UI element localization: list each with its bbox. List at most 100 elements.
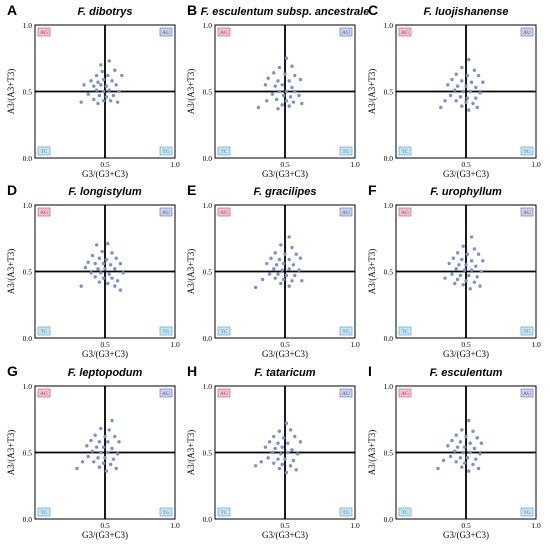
data-point bbox=[97, 280, 102, 284]
y-tick-label: 0.5 bbox=[384, 268, 394, 277]
data-point bbox=[281, 93, 286, 98]
data-point bbox=[99, 450, 103, 455]
quadrant-label-au: AU bbox=[520, 207, 534, 217]
data-point bbox=[273, 251, 277, 255]
data-point bbox=[287, 235, 291, 239]
data-point bbox=[101, 99, 106, 103]
y-tick-label: 0.5 bbox=[23, 449, 33, 458]
data-point bbox=[439, 105, 443, 110]
data-point bbox=[260, 277, 265, 282]
data-point bbox=[286, 450, 290, 455]
data-point bbox=[469, 80, 474, 84]
y-tick-label: 0.5 bbox=[23, 268, 33, 277]
data-point bbox=[471, 101, 475, 106]
data-point bbox=[474, 96, 478, 100]
quadrant-label-tc: TC bbox=[37, 326, 51, 336]
data-point bbox=[464, 434, 468, 439]
quadrant-label-box bbox=[339, 388, 353, 398]
data-point bbox=[90, 449, 95, 453]
data-point bbox=[107, 88, 111, 92]
quadrant-label-ag: AG bbox=[37, 388, 51, 398]
data-point bbox=[436, 466, 440, 471]
data-point bbox=[443, 99, 447, 103]
data-point bbox=[270, 450, 275, 455]
quadrant-label-box bbox=[520, 388, 534, 398]
quadrant-label-ag: AG bbox=[37, 207, 51, 217]
data-point bbox=[300, 101, 304, 106]
data-point bbox=[458, 273, 463, 278]
data-point bbox=[455, 277, 460, 282]
quadrant-label-box bbox=[520, 507, 534, 517]
quadrant-label-au: AU bbox=[339, 388, 353, 398]
quadrant-label-tc: TC bbox=[217, 146, 231, 156]
panel-letter: G bbox=[7, 363, 18, 379]
data-point bbox=[111, 93, 116, 98]
x-tick-label: 1.0 bbox=[531, 521, 541, 530]
y-tick-label: 0.0 bbox=[23, 515, 33, 524]
data-point bbox=[458, 440, 463, 444]
data-point bbox=[476, 73, 481, 78]
y-tick-label: 1.0 bbox=[384, 21, 394, 30]
data-point bbox=[441, 458, 446, 463]
data-point bbox=[104, 84, 109, 88]
data-point bbox=[114, 83, 118, 87]
data-point bbox=[100, 69, 104, 74]
data-point bbox=[448, 454, 453, 459]
data-point bbox=[103, 456, 107, 460]
quadrant-label-text: TG bbox=[162, 510, 169, 516]
quadrant-label-text: AG bbox=[40, 210, 48, 216]
y-axis-label: A3/(A3+T3) bbox=[186, 430, 196, 476]
panel-a: A F. dibotrys AG AU TC TG 0.0 0.5 1.0 0.5 1.0 G3/(G… bbox=[6, 2, 180, 179]
data-point bbox=[110, 446, 114, 451]
data-point bbox=[460, 104, 464, 108]
quadrant-label-tc: TC bbox=[398, 146, 412, 156]
quadrant-label-box bbox=[398, 388, 412, 398]
data-point bbox=[272, 434, 276, 439]
data-point bbox=[467, 108, 471, 112]
quadrant-label-box bbox=[339, 27, 353, 37]
data-point bbox=[474, 264, 478, 268]
quadrant-label-text: AU bbox=[342, 30, 350, 36]
quadrant-label-box bbox=[159, 388, 173, 398]
data-point bbox=[266, 76, 270, 80]
x-axis-label: G3/(G3+C3) bbox=[82, 349, 128, 359]
data-point bbox=[478, 452, 482, 456]
panel-letter: B bbox=[187, 2, 197, 18]
quadrant-label-text: TG bbox=[162, 329, 169, 335]
data-point bbox=[448, 93, 453, 98]
y-tick-label: 0.5 bbox=[23, 88, 33, 97]
data-point bbox=[451, 256, 456, 260]
data-point bbox=[288, 428, 293, 432]
data-point bbox=[467, 469, 471, 473]
data-point bbox=[85, 444, 89, 448]
panel-letter: H bbox=[187, 363, 197, 379]
data-point bbox=[297, 93, 301, 98]
quadrant-label-box bbox=[37, 507, 51, 517]
data-point bbox=[272, 267, 276, 271]
quadrant-label-text: TC bbox=[220, 149, 227, 155]
data-point bbox=[279, 281, 283, 286]
y-tick-label: 0.0 bbox=[203, 515, 213, 524]
data-point bbox=[83, 265, 88, 270]
y-tick-label: 0.5 bbox=[203, 268, 213, 277]
data-point bbox=[467, 273, 471, 278]
y-tick-label: 0.0 bbox=[384, 154, 394, 163]
data-point bbox=[469, 259, 474, 263]
data-point bbox=[99, 83, 103, 87]
data-point bbox=[284, 470, 289, 475]
panel-title: F. luojishanense bbox=[424, 6, 509, 18]
data-point bbox=[297, 268, 301, 272]
y-tick-label: 0.5 bbox=[203, 88, 213, 97]
y-tick-label: 1.0 bbox=[203, 382, 213, 391]
data-point bbox=[253, 464, 258, 468]
y-tick-label: 1.0 bbox=[203, 201, 213, 210]
y-axis-label: A3/(A3+T3) bbox=[367, 69, 377, 115]
quadrant-label-ag: AG bbox=[217, 27, 231, 37]
data-point bbox=[89, 438, 93, 443]
data-point bbox=[97, 93, 102, 98]
panel-i: I F. esculentum AG AU TC TG 0.0 0.5 1.0 0.5 1.0 G3/… bbox=[367, 363, 541, 540]
quadrant-label-text: TC bbox=[401, 329, 408, 335]
data-point bbox=[259, 460, 263, 464]
x-tick-label: 1.0 bbox=[170, 160, 180, 169]
data-point bbox=[97, 440, 102, 444]
